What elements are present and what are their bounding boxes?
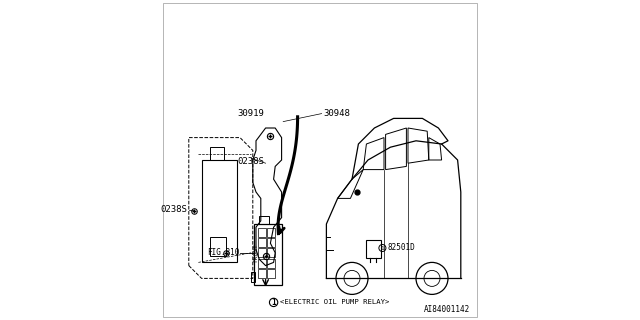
Text: 30948: 30948 xyxy=(323,109,350,118)
Text: FRONT: FRONT xyxy=(253,244,259,262)
Text: 0238S: 0238S xyxy=(238,157,264,166)
Text: 1: 1 xyxy=(381,245,384,251)
Text: 1: 1 xyxy=(271,298,276,307)
Text: AI84001142: AI84001142 xyxy=(424,305,470,314)
Text: 0238S: 0238S xyxy=(161,205,187,214)
Text: <ELECTRIC OIL PUMP RELAY>: <ELECTRIC OIL PUMP RELAY> xyxy=(280,300,389,305)
Text: 82501D: 82501D xyxy=(387,244,415,252)
Text: 30919: 30919 xyxy=(238,109,264,118)
Text: FIG.810: FIG.810 xyxy=(207,248,240,257)
